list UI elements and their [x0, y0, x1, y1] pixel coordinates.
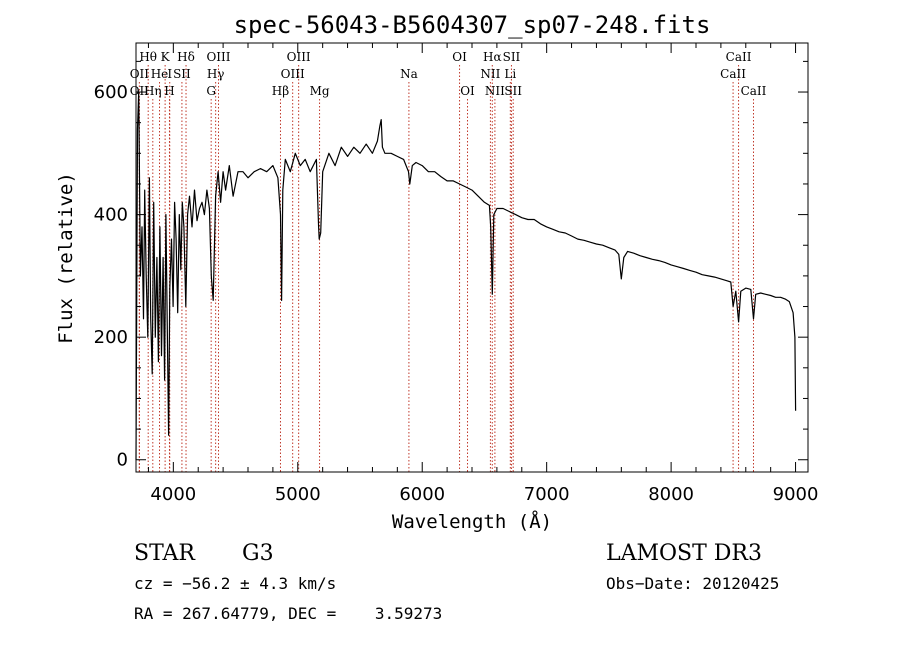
spectral-line-label: Hη — [144, 84, 162, 98]
spectral-line-label: SII — [503, 50, 521, 64]
chart-title: spec-56043-B5604307_sp07-248.fits — [234, 11, 711, 39]
x-tick-label: 4000 — [150, 484, 196, 505]
spectral-line-label: H — [164, 84, 174, 98]
object-class: STAR — [134, 541, 196, 566]
spectral-line-label: SII — [504, 84, 522, 98]
survey-name: LAMOST DR3 — [606, 541, 762, 566]
x-tick-label: 5000 — [275, 484, 321, 505]
x-axis-ticks: 4000 5000 6000 7000 8000 9000 — [147, 43, 819, 505]
redshift-cz: cz = −56.2 ± 4.3 km/s — [134, 574, 336, 593]
y-tick-label: 0 — [117, 450, 128, 471]
spectral-line-label: CaII — [726, 50, 752, 64]
spectral-line-label: I — [167, 67, 172, 81]
spectral-line-label: Na — [400, 67, 418, 81]
spectral-line-label: OIII — [287, 50, 311, 64]
spectral-line-label: Hβ — [272, 84, 289, 98]
spectral-line-label: OI — [460, 84, 475, 98]
spectral-line-label: He — [151, 67, 169, 81]
x-tick-label: 8000 — [648, 484, 694, 505]
object-subclass: G3 — [242, 541, 274, 566]
y-tick-label: 400 — [94, 205, 128, 226]
spectral-line-label: CaII — [720, 67, 746, 81]
spectral-line-label: Hγ — [207, 67, 225, 81]
sky-coordinates: RA = 267.64779, DEC = 3.59273 — [134, 604, 442, 623]
plot-frame — [135, 42, 809, 473]
y-tick-label: 600 — [94, 82, 128, 103]
spectral-line-label: OII — [130, 84, 150, 98]
spectral-line-label: Hδ — [177, 50, 195, 64]
spectral-line-label: OI — [452, 50, 467, 64]
spectral-line-label: Li — [504, 67, 516, 81]
spectral-line-label: Mg — [310, 84, 330, 98]
x-tick-label: 7000 — [524, 484, 570, 505]
spectral-line-label: OII — [130, 67, 150, 81]
x-tick-label: 9000 — [773, 484, 819, 505]
observation-date: Obs−Date: 20120425 — [606, 574, 779, 593]
spectral-line-label: OIII — [281, 67, 305, 81]
spectral-line-label: Hθ — [139, 50, 157, 64]
y-axis-label: Flux (relative) — [55, 172, 77, 344]
y-axis-ticks: 0 200 400 600 — [94, 60, 808, 471]
spectral-line-label: NII — [485, 84, 505, 98]
spectral-line-label: NII — [480, 67, 500, 81]
x-tick-label: 6000 — [399, 484, 445, 505]
spectral-line-label: Hα — [483, 50, 502, 64]
y-tick-label: 200 — [94, 327, 128, 348]
spectral-line-label: G — [206, 84, 216, 98]
spectral-line-label: K — [161, 50, 171, 64]
spectrum-line — [135, 91, 797, 460]
spectral-line-label: OIII — [206, 50, 230, 64]
spectral-line-markers — [138, 65, 754, 472]
spectral-line-label: CaII — [741, 84, 767, 98]
spectral-line-label: SII — [173, 67, 191, 81]
x-axis-label: Wavelength (Å) — [392, 510, 552, 533]
